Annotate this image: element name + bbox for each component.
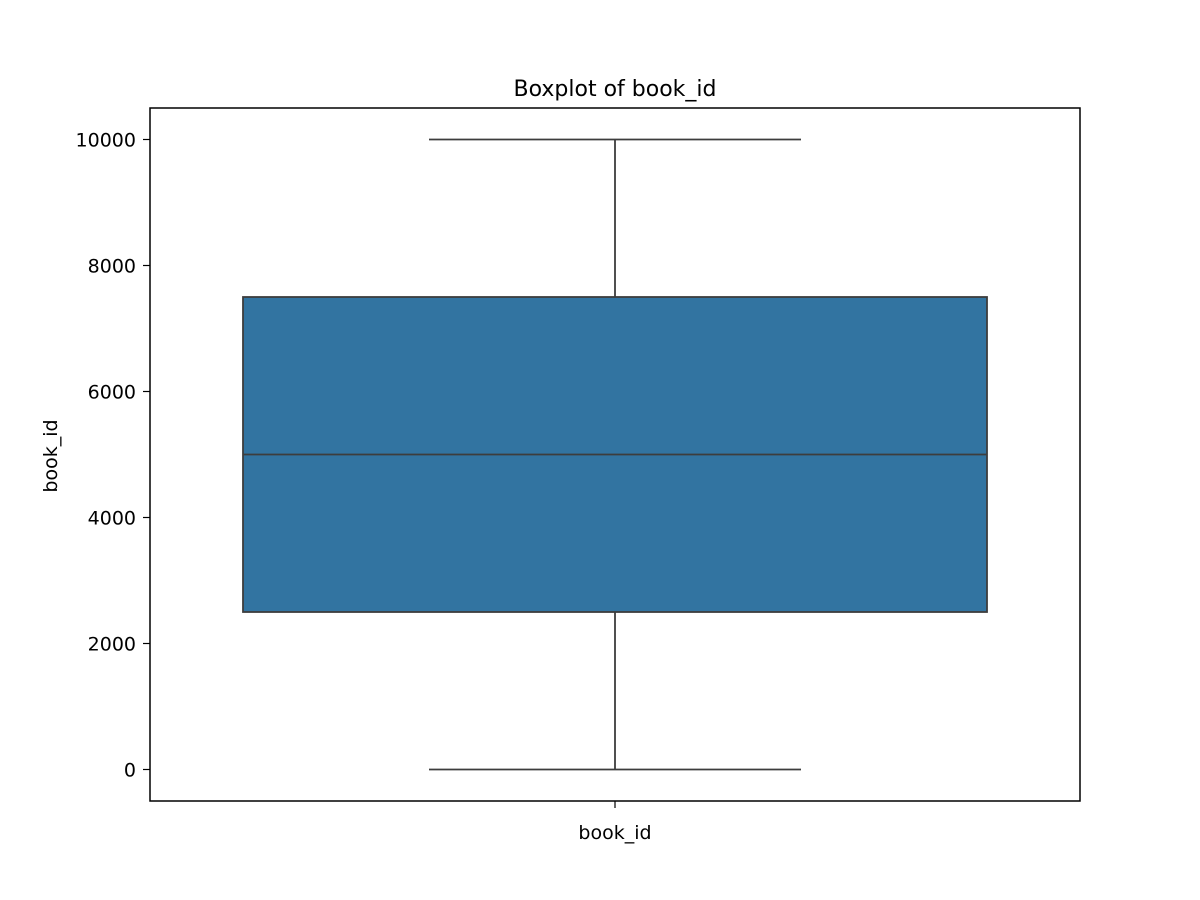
y-axis-label: book_id [40,419,62,492]
y-tick-label: 8000 [88,256,136,278]
y-tick-label: 0 [124,760,136,782]
chart-title: Boxplot of book_id [514,77,717,102]
x-axis-label: book_id [578,822,651,844]
y-tick-label: 6000 [88,382,136,404]
y-tick-label: 2000 [88,634,136,656]
y-tick-label: 4000 [88,508,136,530]
y-tick-label: 10000 [76,130,136,152]
plot-area [242,138,988,771]
